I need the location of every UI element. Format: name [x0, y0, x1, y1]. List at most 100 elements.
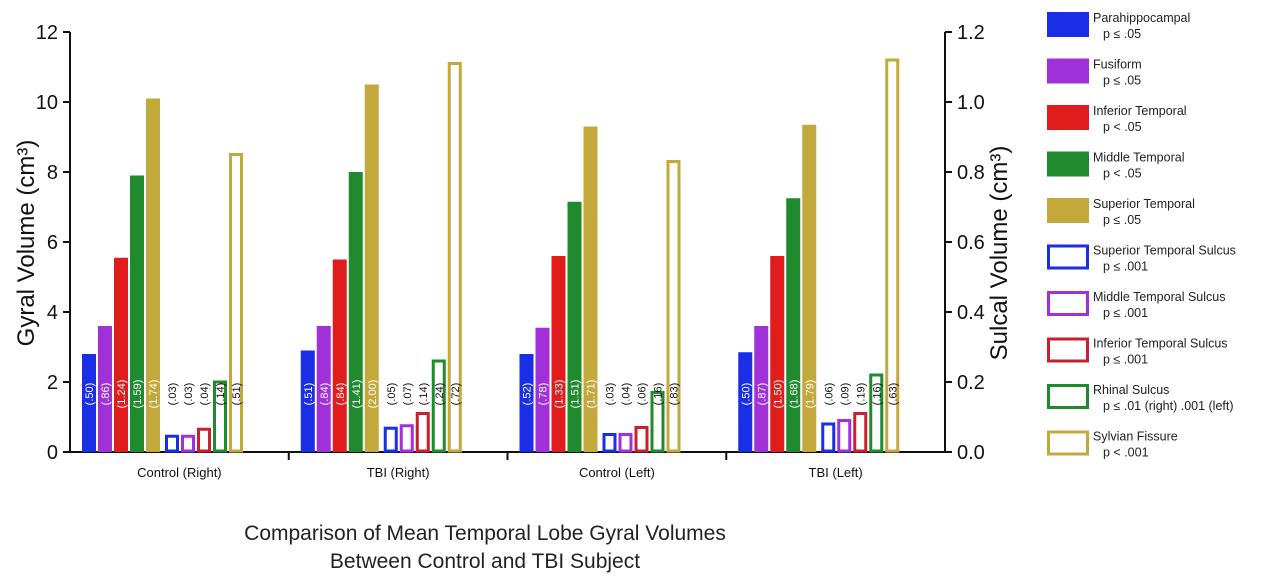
- bar: [415, 412, 430, 453]
- bar-data-label: (.24): [434, 383, 446, 406]
- bar-data-label: (1.68): [788, 380, 800, 409]
- bar: [181, 434, 195, 453]
- bar: [316, 326, 331, 452]
- bar-data-label: (1.41): [351, 380, 363, 409]
- bar-data-label: (.06): [637, 383, 649, 406]
- bar-data-label: (.14): [215, 383, 227, 406]
- chart-title-line-2: Between Control and TBI Subject: [330, 550, 640, 573]
- legend-p-value: p < .05: [1103, 167, 1142, 181]
- bar: [583, 126, 598, 452]
- bar-data-label: (.14): [418, 383, 430, 406]
- x-category-label: TBI (Right): [367, 465, 430, 480]
- legend-p-value: p < .001: [1103, 446, 1149, 460]
- y2-axis-title: Sulcal Volume (cm³): [986, 146, 1013, 361]
- legend-swatch: [1047, 198, 1089, 223]
- bar-data-label: (1.59): [132, 380, 144, 409]
- legend-swatch: [1047, 337, 1089, 363]
- bar-data-label: (.50): [84, 383, 96, 406]
- legend-series-name: Superior Temporal Sulcus: [1093, 244, 1236, 258]
- bar: [82, 354, 96, 452]
- bar-data-label: (.78): [538, 383, 550, 406]
- bar: [770, 256, 785, 452]
- bar: [348, 172, 363, 452]
- bar-data-label: (.06): [823, 383, 835, 406]
- y-tick-label: 8: [47, 162, 58, 184]
- y2-tick-label: 1.2: [957, 22, 985, 44]
- bar-data-label: (.83): [669, 383, 681, 406]
- bar-data-label: (.07): [402, 383, 414, 406]
- legend-swatch: [1047, 105, 1089, 130]
- bar: [618, 433, 633, 453]
- chart-title-line-1: Comparison of Mean Temporal Lobe Gyral V…: [244, 522, 726, 545]
- bar-data-label: (.03): [183, 383, 195, 406]
- legend-swatch: [1047, 291, 1089, 316]
- legend-series-name: Inferior Temporal Sulcus: [1093, 337, 1228, 351]
- bar-data-label: (.03): [605, 383, 617, 406]
- bar: [332, 259, 347, 452]
- bar: [146, 98, 160, 452]
- bar: [802, 124, 817, 452]
- x-category-label: Control (Right): [137, 465, 222, 480]
- bar: [383, 426, 398, 453]
- legend-p-value: p ≤ .001: [1103, 260, 1148, 274]
- legend-series-name: Sylvian Fissure: [1093, 430, 1178, 444]
- y2-tick-label: 0.8: [957, 162, 985, 184]
- bar-data-label: (1.33): [554, 380, 566, 409]
- bar-data-label: (.86): [100, 383, 112, 406]
- legend-p-value: p ≤ .001: [1103, 306, 1148, 320]
- y2-tick-label: 1.0: [957, 92, 985, 114]
- bar-data-label: (.87): [756, 383, 768, 406]
- bar: [567, 201, 582, 452]
- bar: [447, 62, 462, 453]
- legend-p-value: p ≤ .05: [1103, 74, 1141, 88]
- bar-data-label: (.72): [450, 383, 462, 406]
- legend-series-name: Parahippocampal: [1093, 11, 1190, 25]
- bar-data-label: (.84): [319, 383, 331, 406]
- bar-data-label: (.05): [386, 383, 398, 406]
- y2-tick-label: 0.2: [957, 372, 985, 394]
- bar: [666, 160, 681, 453]
- y-tick-label: 4: [47, 302, 58, 324]
- bar-data-label: (.51): [303, 383, 315, 406]
- bar: [519, 354, 534, 452]
- legend-swatch: [1047, 58, 1089, 84]
- legend-p-value: p ≤ .05: [1103, 27, 1141, 41]
- bar: [229, 153, 243, 453]
- legend-swatch: [1047, 12, 1089, 37]
- bar-data-label: (1.71): [586, 380, 598, 409]
- legend-series-name: Superior Temporal: [1093, 197, 1195, 211]
- legend-swatch: [1047, 151, 1089, 177]
- legend-series-name: Fusiform: [1093, 58, 1142, 72]
- bar: [364, 84, 379, 452]
- bar-data-label: (1.74): [148, 380, 160, 409]
- legend-p-value: p ≤ .05: [1103, 213, 1141, 227]
- bar: [165, 434, 179, 453]
- bar-data-label: (.51): [231, 383, 243, 406]
- bar: [837, 419, 852, 453]
- y-tick-label: 2: [47, 372, 58, 394]
- y2-tick-label: 0.6: [957, 232, 985, 254]
- bar: [399, 424, 414, 453]
- legend-series-name: Rhinal Sulcus: [1093, 383, 1169, 397]
- y-tick-label: 0: [47, 442, 58, 464]
- bar: [738, 352, 753, 452]
- legend-series-name: Inferior Temporal: [1093, 104, 1187, 118]
- bar-data-label: (.63): [887, 383, 899, 406]
- y-tick-label: 6: [47, 232, 58, 254]
- y-tick-label: 10: [36, 92, 58, 114]
- bar-data-label: (.50): [740, 383, 752, 406]
- legend: Parahippocampal p ≤ .05 Fusiform p ≤ .05 Inf…: [1047, 11, 1236, 460]
- bar-data-label: (1.79): [804, 380, 816, 409]
- bar-data-label: (.19): [855, 383, 867, 406]
- legend-swatch: [1047, 384, 1089, 409]
- bar: [885, 58, 900, 453]
- bar: [869, 373, 884, 453]
- y2-tick-label: 0.0: [957, 442, 985, 464]
- bar-data-label: (.84): [335, 383, 347, 406]
- bar-data-label: (.03): [167, 383, 179, 406]
- legend-swatch: [1047, 430, 1089, 456]
- bar: [300, 350, 315, 452]
- bar-data-label: (2.00): [367, 380, 379, 409]
- bar: [98, 326, 112, 452]
